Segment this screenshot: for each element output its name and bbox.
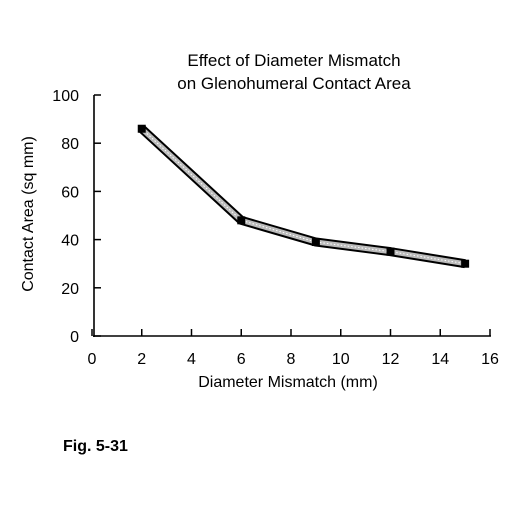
x-tick-label: 12 bbox=[382, 351, 400, 368]
axis-ticks: 0 20 40 60 80 100 0 2 4 6 8 10 12 14 16 bbox=[52, 88, 499, 368]
figure-caption: Fig. 5-31 bbox=[63, 438, 128, 455]
chart-title-line-2: on Glenohumeral Contact Area bbox=[177, 74, 411, 93]
x-tick-label: 16 bbox=[481, 351, 499, 368]
y-tick-label: 20 bbox=[61, 281, 79, 298]
data-point bbox=[386, 247, 395, 256]
series-line bbox=[140, 126, 466, 267]
y-tick-label: 100 bbox=[52, 88, 79, 105]
y-tick-label: 60 bbox=[61, 184, 79, 201]
x-tick-label: 8 bbox=[287, 351, 296, 368]
data-point bbox=[311, 238, 320, 247]
x-tick-label: 0 bbox=[88, 351, 97, 368]
y-tick-label: 0 bbox=[70, 329, 79, 346]
x-tick-label: 4 bbox=[187, 351, 196, 368]
y-tick-label: 80 bbox=[61, 136, 79, 153]
data-point bbox=[137, 124, 146, 133]
y-tick-label: 40 bbox=[61, 233, 79, 250]
x-tick-label: 10 bbox=[332, 351, 350, 368]
x-tick-label: 6 bbox=[237, 351, 246, 368]
chart-title-line-1: Effect of Diameter Mismatch bbox=[187, 51, 400, 70]
series-layer bbox=[137, 124, 470, 269]
x-axis-label: Diameter Mismatch (mm) bbox=[198, 374, 378, 391]
x-tick-label: 2 bbox=[137, 351, 146, 368]
data-point bbox=[237, 216, 246, 225]
data-point bbox=[461, 259, 470, 268]
y-axis-label: Contact Area (sq mm) bbox=[20, 136, 37, 292]
series-line-hatch bbox=[141, 128, 466, 265]
series-line-outline bbox=[138, 125, 466, 269]
x-tick-label: 14 bbox=[431, 351, 449, 368]
